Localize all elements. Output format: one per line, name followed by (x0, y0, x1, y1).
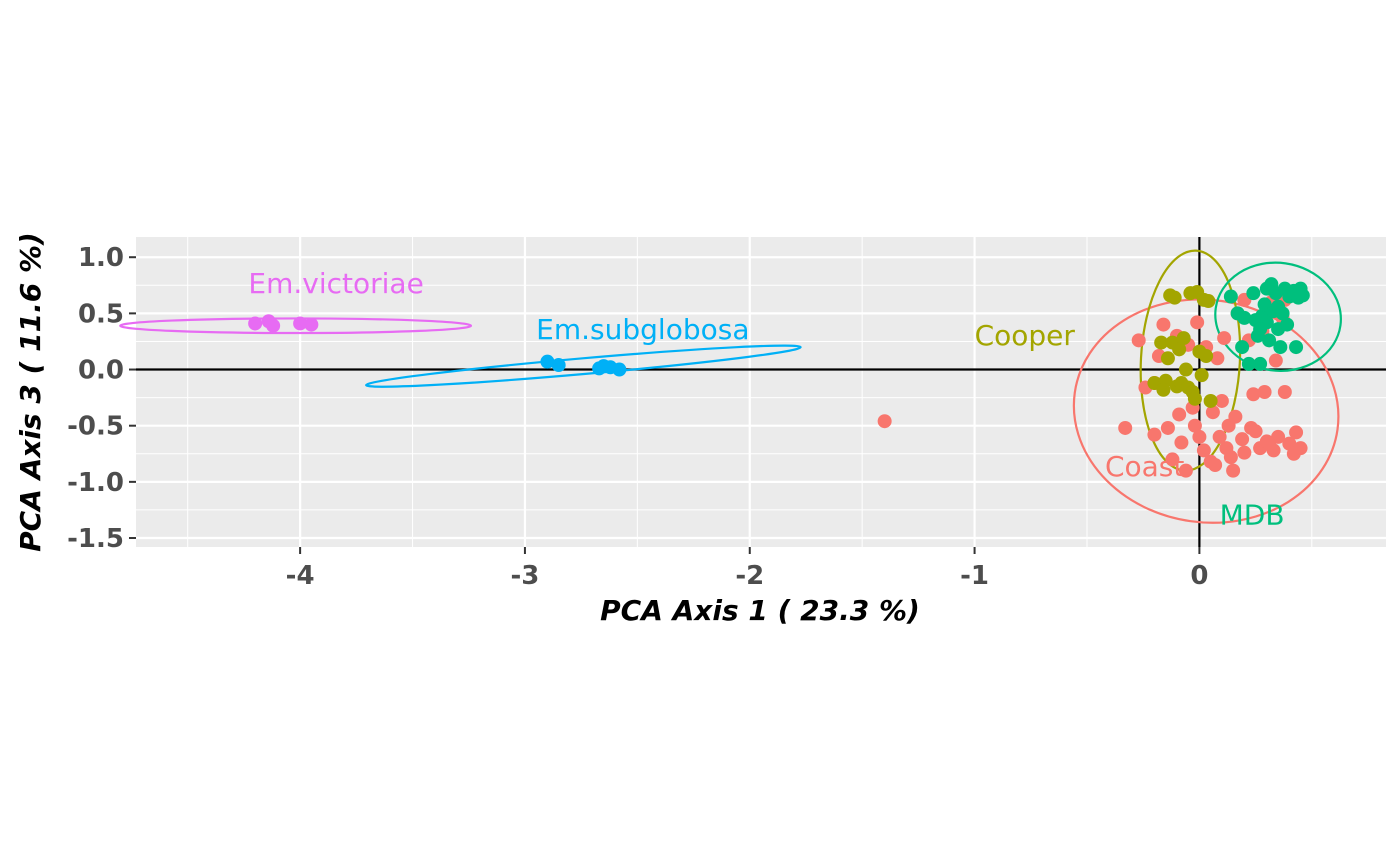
point-coast (1268, 353, 1283, 368)
point-mdb (1271, 299, 1286, 314)
point-coast (1217, 331, 1232, 346)
point-coast (1244, 420, 1259, 435)
point-cooper (1199, 349, 1214, 364)
point-cooper (1160, 351, 1175, 366)
point-cooper (1156, 382, 1171, 397)
point-coast (1277, 385, 1292, 399)
point-cooper (1154, 335, 1169, 350)
point-mdb (1273, 340, 1288, 355)
point-coast (1172, 407, 1187, 422)
x-tick-label: 0 (1190, 561, 1208, 591)
point-cooper (1187, 391, 1202, 406)
point-mdb (1237, 310, 1252, 325)
ellipse-mdb (1214, 261, 1342, 372)
point-mdb (1253, 322, 1268, 337)
point-mdb (1246, 286, 1261, 301)
x-axis-title: PCA Axis 1 ( 23.3 %) (600, 594, 920, 627)
point-coast (1118, 420, 1133, 435)
point-cooper (1203, 393, 1218, 408)
point-coast (1190, 315, 1205, 330)
point-em-victoriae (293, 316, 308, 331)
point-mdb (1289, 340, 1304, 355)
point-coast (877, 414, 892, 429)
label-mdb: MDB (1220, 499, 1285, 532)
point-coast (1228, 409, 1243, 424)
ellipse-coast (1072, 298, 1340, 524)
point-coast (1246, 387, 1261, 402)
point-coast (1187, 418, 1202, 433)
group-labels: Em.victoriae Em.subglobosa Coast Cooper MDB (248, 267, 1284, 531)
point-coast (1223, 450, 1238, 465)
y-tick-label: 0.0 (78, 356, 124, 386)
x-tick-label: -2 (735, 561, 764, 591)
y-tick-label: -0.5 (67, 412, 124, 442)
y-tick-label: 1.0 (78, 243, 124, 273)
point-coast (1205, 405, 1220, 420)
point-coast (1165, 452, 1180, 467)
x-tick-label: -3 (510, 561, 539, 591)
point-coast (1160, 420, 1175, 435)
point-cooper (1178, 362, 1193, 377)
label-cooper: Cooper (975, 319, 1076, 352)
point-mdb (1253, 356, 1268, 371)
point-mdb (1223, 289, 1238, 304)
point-coast (1262, 436, 1277, 451)
point-em-subglobosa (551, 358, 566, 373)
point-coast (1196, 443, 1211, 458)
point-mdb (1235, 340, 1250, 355)
point-coast (1192, 429, 1207, 444)
point-em-victoriae (248, 316, 263, 331)
point-coast (1178, 463, 1193, 478)
point-em-subglobosa (592, 361, 607, 376)
point-coast (1156, 317, 1171, 332)
point-cooper (1201, 294, 1216, 309)
point-coast (1214, 393, 1229, 408)
y-tick-label: -1.0 (67, 468, 124, 498)
point-em-subglobosa (612, 362, 627, 377)
point-mdb (1295, 288, 1310, 303)
ellipse-em-subglobosa (365, 344, 802, 388)
point-coast (1235, 432, 1250, 447)
point-coast (1212, 429, 1227, 444)
axis-ticks: -4 -3 -2 -1 0 1.0 0.5 0.0 -0.5 -1.0 -1.5 (67, 243, 1208, 591)
point-cooper (1172, 342, 1187, 357)
point-coast (1237, 445, 1252, 460)
point-coast (1257, 385, 1272, 399)
y-axis-title: PCA Axis 3 ( 11.6 %) (14, 232, 47, 552)
point-cooper (1167, 290, 1182, 305)
point-coast (1131, 333, 1146, 348)
point-coast (1293, 441, 1308, 456)
point-mdb (1262, 333, 1277, 348)
point-coast (1208, 458, 1223, 473)
label-em-victoriae: Em.victoriae (248, 267, 423, 300)
point-coast (1174, 435, 1189, 450)
label-em-subglobosa: Em.subglobosa (536, 313, 749, 346)
point-cooper (1194, 368, 1209, 383)
x-tick-label: -4 (286, 561, 315, 591)
point-em-subglobosa (540, 354, 555, 369)
point-em-victoriae (266, 318, 281, 333)
data-points (248, 277, 1310, 478)
y-tick-label: 0.5 (78, 299, 124, 329)
point-mdb (1241, 356, 1256, 371)
point-cooper (1176, 331, 1191, 346)
point-coast (1289, 425, 1304, 440)
point-mdb (1280, 317, 1295, 332)
point-coast (1226, 463, 1241, 478)
label-coast: Coast (1105, 450, 1184, 483)
point-coast (1210, 351, 1225, 366)
point-coast (1147, 427, 1162, 442)
point-em-victoriae (304, 317, 319, 332)
x-tick-label: -1 (960, 561, 989, 591)
point-mdb (1259, 281, 1274, 296)
y-tick-label: -1.5 (67, 524, 124, 554)
